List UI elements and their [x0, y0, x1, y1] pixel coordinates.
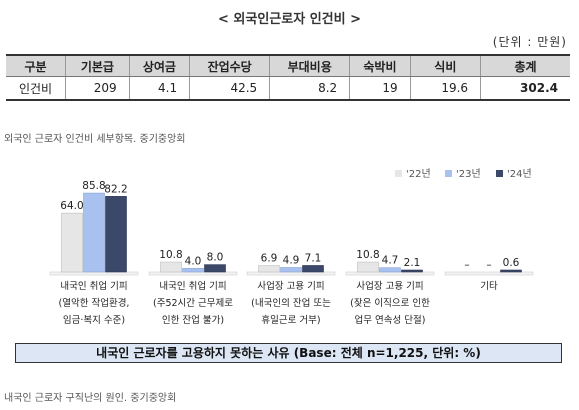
data-label: 0.6 — [503, 257, 520, 269]
category-label: (내국인의 잔업 또는 — [251, 297, 331, 309]
table-header-row: 구분 기본급 상여금 잔업수당 부대비용 숙박비 식비 총계 — [6, 55, 570, 77]
data-label: 85.8 — [82, 180, 105, 192]
data-label: – — [464, 259, 469, 271]
data-label: 2.1 — [404, 257, 421, 269]
caption-labor-cost: 외국인 근로자 인건비 세부항목. 중기중앙회 — [4, 134, 186, 145]
category-axis-segment — [345, 271, 435, 276]
category-label: 인한 잔업 불가) — [162, 314, 224, 326]
data-label: 4.7 — [382, 255, 399, 267]
bar — [160, 261, 182, 273]
category-label: 임금·복지 수준) — [63, 314, 125, 326]
cell-lodging: 19 — [349, 76, 411, 100]
bar — [83, 192, 105, 273]
category-label: 사업장 고용 기피 — [257, 280, 324, 292]
category-label: 업무 연속성 단절) — [355, 314, 426, 326]
legend-label: '23년 — [456, 168, 481, 180]
bar — [204, 264, 226, 273]
labor-cost-table: 구분 기본급 상여금 잔업수당 부대비용 숙박비 식비 총계 인건비 209 4… — [6, 54, 570, 101]
bar — [61, 212, 83, 273]
header-total: 총계 — [480, 55, 570, 77]
data-label: 10.8 — [159, 249, 182, 261]
category-label: 사업장 고용 기피 — [356, 280, 423, 292]
header-base-pay: 기본급 — [65, 55, 130, 77]
cell-overtime: 42.5 — [189, 76, 271, 100]
legend-swatch — [395, 170, 402, 177]
cell-meals: 19.6 — [410, 76, 482, 100]
data-label: 6.9 — [261, 253, 278, 265]
bar — [357, 261, 379, 273]
table-title: < 외국인근로자 인건비 > — [217, 12, 361, 27]
data-label: 4.0 — [185, 255, 202, 267]
category-label: (잦은 이직으로 인한 — [350, 298, 430, 309]
category-label: 기타 — [480, 281, 498, 292]
header-lodging: 숙박비 — [349, 55, 411, 77]
bar — [379, 267, 401, 273]
legend-swatch — [445, 170, 452, 177]
cell-incidental: 8.2 — [269, 76, 351, 100]
bar — [500, 269, 522, 273]
data-label: 4.9 — [283, 254, 300, 266]
header-incidental: 부대비용 — [269, 55, 351, 77]
bar — [280, 267, 302, 273]
category-label: 내국인 취업 기피 — [60, 280, 127, 292]
data-label: – — [486, 259, 491, 271]
reasons-bar-chart: '22년 '23년 '24년 64.0 10.8 6.9 10.8 – 85.8 4.0 4.9 4.… — [49, 168, 534, 326]
category-axis-segment — [148, 271, 238, 276]
table-row: 인건비 209 4.1 42.5 8.2 19 19.6 302.4 — [6, 76, 570, 100]
data-label: 8.0 — [207, 252, 224, 264]
caption-job-shortage: 내국인 근로자 구직난의 원인. 중기중앙회 — [4, 393, 177, 404]
bar — [258, 265, 280, 273]
unit-label: (단위 : 만원) — [492, 35, 567, 49]
data-label: 64.0 — [60, 200, 83, 212]
category-axis-segment — [49, 271, 139, 276]
cell-total: 302.4 — [520, 81, 558, 95]
bar — [182, 268, 204, 273]
header-category: 구분 — [6, 55, 67, 77]
bar — [401, 269, 423, 273]
header-meals: 식비 — [410, 55, 482, 77]
data-label: 10.8 — [356, 249, 379, 261]
cell-bonus: 4.1 — [129, 76, 191, 100]
category-axis-segment — [246, 271, 336, 276]
legend-swatch — [496, 170, 503, 177]
bar — [302, 265, 324, 273]
category-label: (열악한 작업환경, — [59, 297, 130, 309]
legend-label: '22년 — [406, 168, 431, 180]
category-label: 내국인 취업 기피 — [159, 280, 226, 292]
chart-footer: 내국인 근로자를 고용하지 못하는 사유 (Base: 전체 n=1,225, … — [15, 343, 562, 363]
bar — [105, 196, 127, 273]
header-bonus: 상여금 — [129, 55, 191, 77]
cell-category: 인건비 — [6, 76, 67, 100]
data-label: 7.1 — [305, 252, 322, 264]
cell-base-pay: 209 — [65, 76, 130, 100]
category-label: 휴일근로 거부) — [261, 315, 320, 326]
header-overtime: 잔업수당 — [189, 55, 271, 77]
legend-label: '24년 — [507, 168, 532, 180]
data-label: 82.2 — [104, 183, 127, 195]
category-axis-segment — [444, 271, 534, 276]
category-label: (주52시간 근무제로 — [153, 298, 233, 309]
